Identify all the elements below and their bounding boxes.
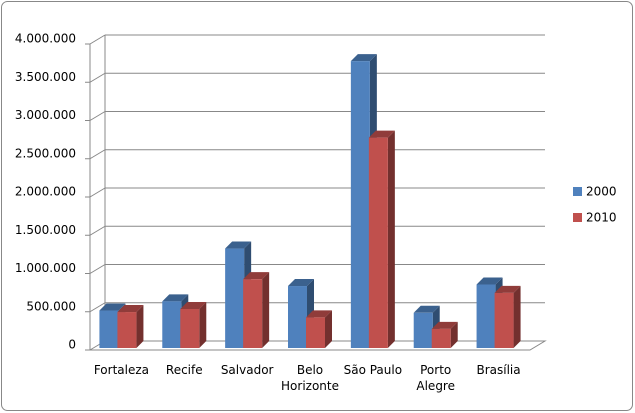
grid-line [89,111,106,121]
y-tick-label: 1.000.000 [15,261,76,275]
bar-face [413,305,440,313]
bar-face [180,301,207,309]
bar [494,285,521,348]
x-tick-label: Porto Alegre [416,363,455,393]
bar-face [288,279,314,287]
legend-label: 2010 [586,211,617,225]
bar-face [368,130,395,138]
bar-face [243,272,270,280]
bar-face [350,61,370,348]
bar-face [476,277,503,285]
grid-line [89,72,106,83]
bar-face [494,292,514,348]
x-tick-label: Salvador [220,363,274,377]
y-tick-label: 1.500.000 [15,223,76,237]
grid-line [89,302,106,313]
bar-face [494,285,521,293]
bar-face [162,301,182,348]
bar [243,272,270,348]
y-tick-label: 3.500.000 [15,70,76,84]
grid-line [89,187,106,198]
bar-face [199,301,207,348]
bar-face [413,312,433,348]
legend-label: 2000 [586,185,617,199]
bar-face [180,308,200,348]
bar-face [350,54,377,62]
bar-face [476,284,496,348]
bar-face [431,321,458,329]
y-tick-label: 4.000.000 [15,32,76,46]
bar-face [387,130,395,348]
legend-swatch [573,213,582,222]
bar-face [306,310,332,318]
y-tick-label: 500.000 [26,299,76,313]
bar-face [99,303,126,311]
bar-face [513,285,521,348]
bar [117,305,144,348]
bar-face [117,312,137,348]
bar-face [243,279,263,348]
x-tick-label: São Paulo [343,363,403,377]
bar-face [306,317,325,348]
grid-line [89,149,106,160]
bar-face [136,305,144,348]
bar-face [325,310,332,348]
grid-line [89,264,106,274]
bar [368,130,395,348]
bar-face [162,294,189,302]
bar-face [368,137,388,348]
y-tick-label: 0 [68,338,76,352]
y-tick-label: 2.500.000 [15,146,76,160]
bar-face [288,286,307,348]
x-tick-label: Brasília [476,363,521,377]
bar-face [99,310,119,348]
bar-face [262,272,270,348]
x-tick-label: Fortaleza [93,363,150,377]
bar [431,321,458,348]
bar [306,310,332,348]
y-tick-label: 3.000.000 [15,108,76,122]
grid-line [89,34,106,45]
bar-face [431,328,451,348]
bar-face [117,305,144,313]
bar-face [225,241,252,249]
grid-line [89,225,106,236]
bar [180,301,207,348]
bar-face [450,321,458,348]
legend-swatch [573,187,582,196]
x-tick-label: Recife [165,363,203,377]
y-tick-label: 2.000.000 [15,185,76,199]
x-tick-label: Belo Horizonte [281,363,339,393]
bar-face [225,248,245,348]
